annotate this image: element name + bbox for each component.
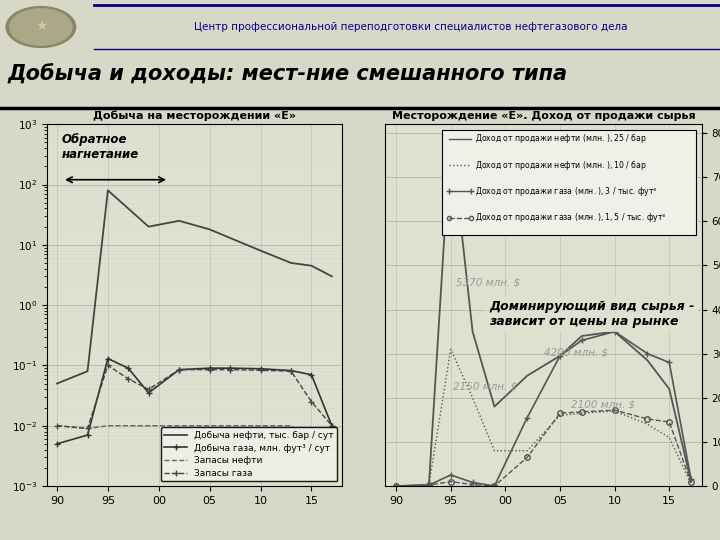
Text: Доход от продажи нефти (млн. $), 10$ / бар: Доход от продажи нефти (млн. $), 10$ / б… (475, 159, 647, 172)
Text: 5370 млн. $: 5370 млн. $ (456, 277, 521, 287)
Circle shape (9, 9, 72, 45)
Text: Доход от продажи газа (млн. $),  3$ / тыс. фут³: Доход от продажи газа (млн. $), 3$ / тыс… (475, 185, 658, 198)
Title: Месторождение «Е». Доход от продажи сырья: Месторождение «Е». Доход от продажи сырь… (392, 111, 696, 120)
Text: Центр профессиональной переподготовки специалистов нефтегазового дела: Центр профессиональной переподготовки сп… (194, 22, 627, 32)
Text: 4200 млн. $: 4200 млн. $ (544, 348, 608, 358)
Bar (442, 130, 696, 234)
Text: Доход от продажи нефти (млн. $), 25$ / бар: Доход от продажи нефти (млн. $), 25$ / б… (475, 132, 647, 145)
Text: ★: ★ (35, 19, 47, 33)
Text: 2150 млн. $: 2150 млн. $ (453, 382, 517, 392)
Text: 2100 млн. $: 2100 млн. $ (571, 400, 635, 409)
Text: Доминирующий вид сырья -
зависит от цены на рынке: Доминирующий вид сырья - зависит от цены… (489, 300, 694, 328)
Legend: Добыча нефти, тыс. бар / сут, Добыча газа, млн. фут³ / сут, Запасы нефти, Запасы: Добыча нефти, тыс. бар / сут, Добыча газ… (161, 428, 338, 482)
Title: Добыча на месторождении «Е»: Добыча на месторождении «Е» (93, 110, 296, 120)
Circle shape (6, 6, 76, 48)
Text: Доход от продажи газа (млн. $),  1,5$ / тыс. фут³: Доход от продажи газа (млн. $), 1,5$ / т… (475, 211, 667, 225)
Text: Добыча и доходы: мест-ние смешанного типа: Добыча и доходы: мест-ние смешанного тип… (7, 64, 567, 85)
Text: Обратное
нагнетание: Обратное нагнетание (62, 132, 139, 160)
